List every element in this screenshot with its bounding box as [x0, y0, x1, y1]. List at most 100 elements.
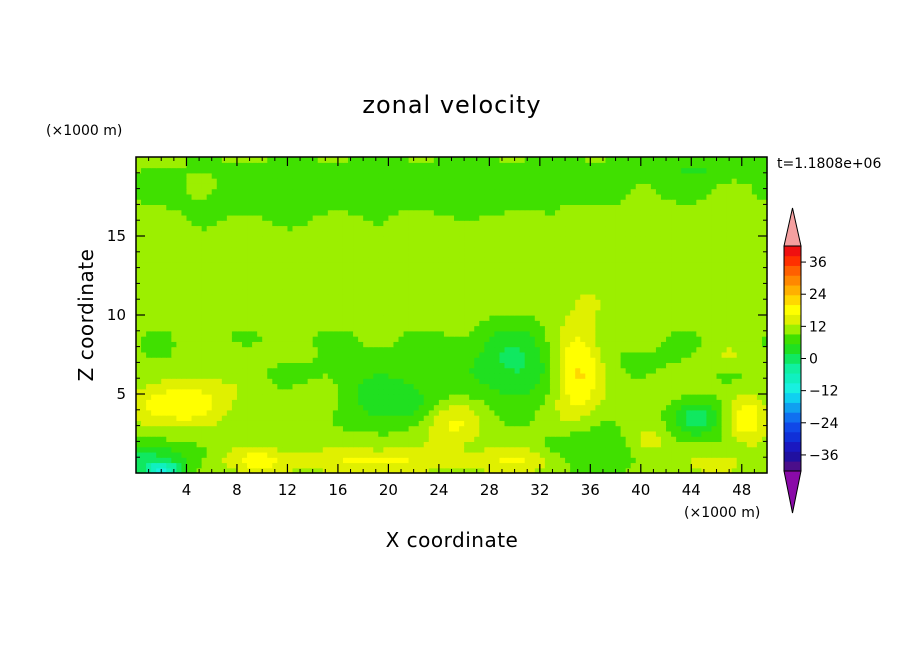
field-cell	[554, 362, 561, 369]
field-cell	[267, 272, 273, 279]
field-cell	[156, 357, 162, 363]
field-cell	[590, 404, 596, 411]
field-cell	[454, 441, 460, 448]
field-cell	[348, 441, 354, 448]
field-cell	[514, 425, 521, 432]
field-cell	[368, 467, 374, 474]
field-cell	[272, 378, 278, 385]
field-cell	[408, 288, 415, 295]
field-cell	[746, 278, 753, 284]
field-cell	[181, 372, 188, 379]
field-cell	[630, 278, 637, 284]
field-cell	[474, 262, 480, 269]
field-cell	[610, 430, 617, 437]
field-cell	[681, 288, 687, 295]
field-cell	[519, 299, 526, 306]
field-cell	[267, 320, 273, 327]
field-cell	[368, 309, 374, 316]
field-cell	[206, 304, 213, 311]
field-cell	[706, 388, 713, 395]
field-cell	[756, 441, 763, 448]
field-cell	[650, 446, 657, 453]
field-cell	[337, 388, 344, 395]
field-cell	[272, 304, 278, 311]
field-cell	[746, 441, 753, 448]
field-cell	[267, 378, 273, 385]
field-cell	[650, 304, 657, 311]
field-cell	[666, 409, 672, 416]
field-cell	[166, 446, 172, 453]
field-cell	[211, 357, 218, 363]
field-cell	[504, 415, 511, 421]
field-cell	[761, 351, 768, 358]
field-cell	[231, 436, 238, 442]
field-cell	[383, 441, 389, 448]
field-cell	[585, 336, 591, 342]
field-cell	[464, 430, 470, 437]
field-cell	[433, 467, 440, 474]
field-cell	[231, 441, 238, 448]
field-cell	[549, 399, 556, 406]
field-cell	[524, 267, 531, 274]
field-cell	[585, 288, 591, 295]
field-cell	[342, 309, 349, 316]
field-cell	[666, 367, 672, 374]
field-cell	[307, 372, 314, 379]
field-cell	[317, 388, 324, 395]
field-cell	[499, 293, 506, 300]
field-cell	[171, 330, 177, 337]
field-cell	[438, 272, 445, 279]
field-cell	[156, 293, 162, 300]
field-cell	[186, 467, 193, 474]
field-cell	[474, 425, 480, 432]
field-cell	[731, 388, 738, 395]
field-cell	[348, 309, 354, 316]
field-cell	[479, 351, 485, 358]
field-cell	[206, 341, 213, 348]
field-cell	[504, 320, 511, 327]
field-cell	[262, 341, 268, 348]
field-cell	[660, 367, 667, 374]
field-cell	[267, 330, 273, 337]
field-cell	[262, 283, 268, 290]
field-cell	[196, 430, 203, 437]
field-cell	[332, 351, 339, 358]
field-cell	[514, 378, 521, 385]
field-cell	[267, 383, 273, 390]
field-cell	[403, 315, 410, 321]
field-cell	[494, 446, 501, 453]
field-cell	[418, 409, 425, 416]
field-cell	[191, 399, 198, 406]
field-cell	[590, 325, 596, 332]
field-cell	[746, 336, 753, 342]
field-cell	[231, 262, 238, 269]
field-cell	[443, 436, 450, 442]
field-cell	[660, 272, 667, 279]
field-cell	[277, 394, 283, 400]
field-cell	[756, 304, 763, 311]
field-cell	[398, 346, 405, 353]
field-cell	[711, 394, 718, 400]
field-cell	[231, 420, 238, 427]
field-cell	[484, 262, 490, 269]
field-cell	[666, 309, 672, 316]
field-cell	[282, 367, 289, 374]
field-cell	[348, 436, 354, 442]
field-cell	[660, 415, 667, 421]
field-cell	[494, 394, 501, 400]
field-cell	[756, 309, 763, 316]
field-cell	[645, 336, 652, 342]
field-cell	[433, 288, 440, 295]
field-cell	[494, 299, 501, 306]
field-cell	[640, 420, 647, 427]
field-cell	[671, 293, 677, 300]
field-cell	[494, 288, 501, 295]
field-cell	[161, 325, 167, 332]
field-cell	[716, 309, 723, 316]
field-cell	[756, 267, 763, 274]
field-cell	[610, 288, 617, 295]
field-cell	[676, 262, 682, 269]
field-cell	[529, 441, 536, 448]
field-cell	[716, 357, 723, 363]
field-cell	[398, 272, 405, 279]
